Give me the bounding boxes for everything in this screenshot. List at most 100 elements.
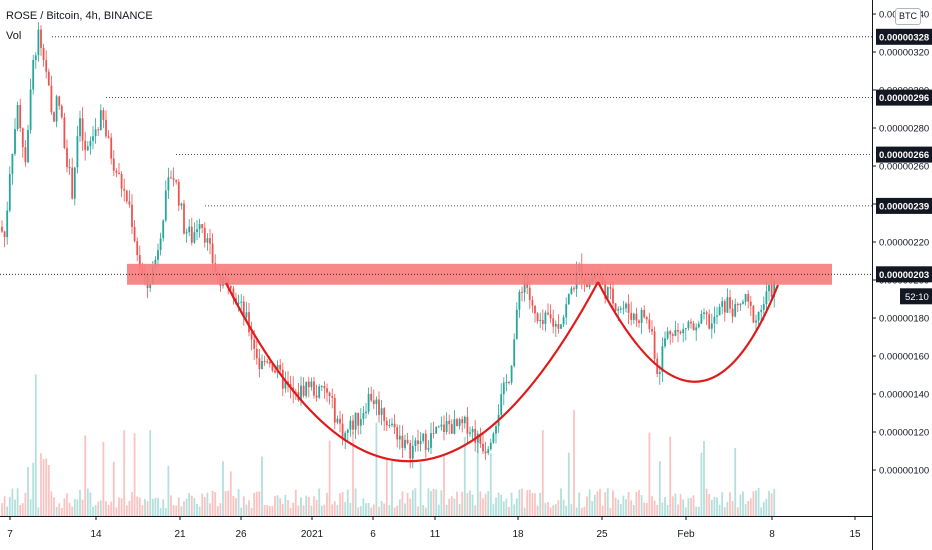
volume-bar bbox=[284, 494, 287, 516]
candle bbox=[362, 405, 365, 426]
candle bbox=[27, 124, 29, 164]
candle bbox=[79, 110, 81, 142]
candle bbox=[513, 333, 516, 368]
candle bbox=[185, 228, 188, 243]
volume-bar bbox=[92, 506, 94, 516]
volume-bar bbox=[47, 464, 50, 516]
volume-bar bbox=[112, 461, 115, 516]
candle bbox=[115, 168, 118, 178]
volume-bar bbox=[380, 501, 383, 516]
candle bbox=[157, 243, 159, 268]
volume-bar bbox=[71, 506, 74, 516]
currency-badge[interactable]: BTC bbox=[895, 8, 921, 25]
candle bbox=[456, 417, 458, 427]
volume-bar bbox=[27, 467, 29, 516]
candle bbox=[242, 295, 245, 326]
volume-bars bbox=[1, 374, 776, 516]
volume-bar bbox=[216, 506, 219, 516]
volume-bar bbox=[188, 493, 191, 516]
volume-bar bbox=[333, 501, 336, 516]
candle bbox=[534, 305, 536, 323]
volume-bar bbox=[154, 497, 157, 516]
volume-bar bbox=[84, 435, 87, 516]
volume-bar bbox=[528, 489, 531, 516]
volume-bar bbox=[250, 507, 253, 516]
volume-bar bbox=[580, 507, 583, 516]
volume-bar bbox=[175, 505, 178, 516]
candle bbox=[422, 432, 425, 444]
volume-bar bbox=[177, 497, 180, 516]
volume-bar bbox=[398, 499, 401, 516]
svg-text:0.00000239: 0.00000239 bbox=[879, 201, 929, 212]
candle bbox=[188, 219, 191, 237]
y-tick-label: 0.00000180 bbox=[879, 314, 929, 325]
volume-bar bbox=[427, 488, 430, 516]
volume-bar bbox=[609, 507, 612, 516]
volume-bar bbox=[539, 493, 542, 516]
candle bbox=[414, 437, 417, 452]
volume-bar bbox=[669, 436, 672, 516]
resistance-zone bbox=[127, 263, 832, 285]
candle bbox=[76, 125, 79, 174]
volume-bar bbox=[432, 488, 435, 516]
volume-bar bbox=[739, 494, 742, 516]
candle bbox=[352, 414, 354, 435]
resistance-zone-layer bbox=[127, 263, 832, 285]
candle bbox=[651, 320, 653, 335]
candle bbox=[97, 127, 100, 137]
volume-bar bbox=[445, 505, 448, 516]
volume-bar bbox=[110, 501, 113, 516]
volume-bar bbox=[565, 505, 568, 516]
candle bbox=[723, 299, 726, 322]
volume-bar bbox=[344, 502, 347, 516]
candle bbox=[573, 286, 575, 293]
candle bbox=[492, 431, 495, 444]
candle bbox=[367, 387, 370, 415]
volume-bar bbox=[549, 507, 552, 516]
candle bbox=[679, 330, 682, 335]
volume-bar bbox=[383, 503, 386, 516]
volume-bar bbox=[170, 495, 172, 516]
candle bbox=[193, 222, 196, 244]
candle bbox=[315, 384, 318, 402]
volume-bar bbox=[526, 490, 529, 516]
volume-bar bbox=[3, 496, 6, 516]
candle bbox=[734, 298, 737, 318]
candle bbox=[107, 129, 110, 139]
volume-bar bbox=[752, 491, 755, 516]
candle bbox=[346, 428, 349, 442]
volume-bar bbox=[34, 374, 37, 516]
candle bbox=[326, 383, 328, 402]
volume-bar bbox=[596, 491, 599, 516]
candle bbox=[648, 312, 651, 333]
candle bbox=[671, 332, 674, 343]
volume-bar bbox=[422, 504, 425, 516]
candle bbox=[536, 312, 539, 324]
candle bbox=[261, 354, 263, 370]
volume-bar bbox=[58, 503, 61, 516]
volume-bar bbox=[502, 501, 505, 516]
candle bbox=[365, 402, 367, 419]
candle bbox=[336, 415, 339, 425]
candle bbox=[749, 296, 752, 316]
candle bbox=[508, 380, 510, 385]
candle bbox=[565, 297, 568, 325]
candle bbox=[177, 178, 180, 212]
volume-bar bbox=[749, 498, 752, 516]
volume-bar bbox=[734, 448, 737, 516]
volume-bar bbox=[261, 456, 263, 516]
candle bbox=[94, 118, 97, 144]
volume-bar bbox=[435, 489, 438, 516]
volume-bar bbox=[118, 497, 120, 516]
candle bbox=[463, 415, 466, 429]
candle bbox=[768, 283, 770, 302]
candle bbox=[627, 294, 630, 325]
candle bbox=[755, 314, 757, 331]
level-price-tag: 0.00000203 bbox=[876, 266, 932, 283]
volume-bar bbox=[612, 490, 614, 516]
candle bbox=[430, 422, 432, 455]
volume-bar bbox=[164, 507, 167, 516]
volume-bar bbox=[757, 488, 760, 516]
